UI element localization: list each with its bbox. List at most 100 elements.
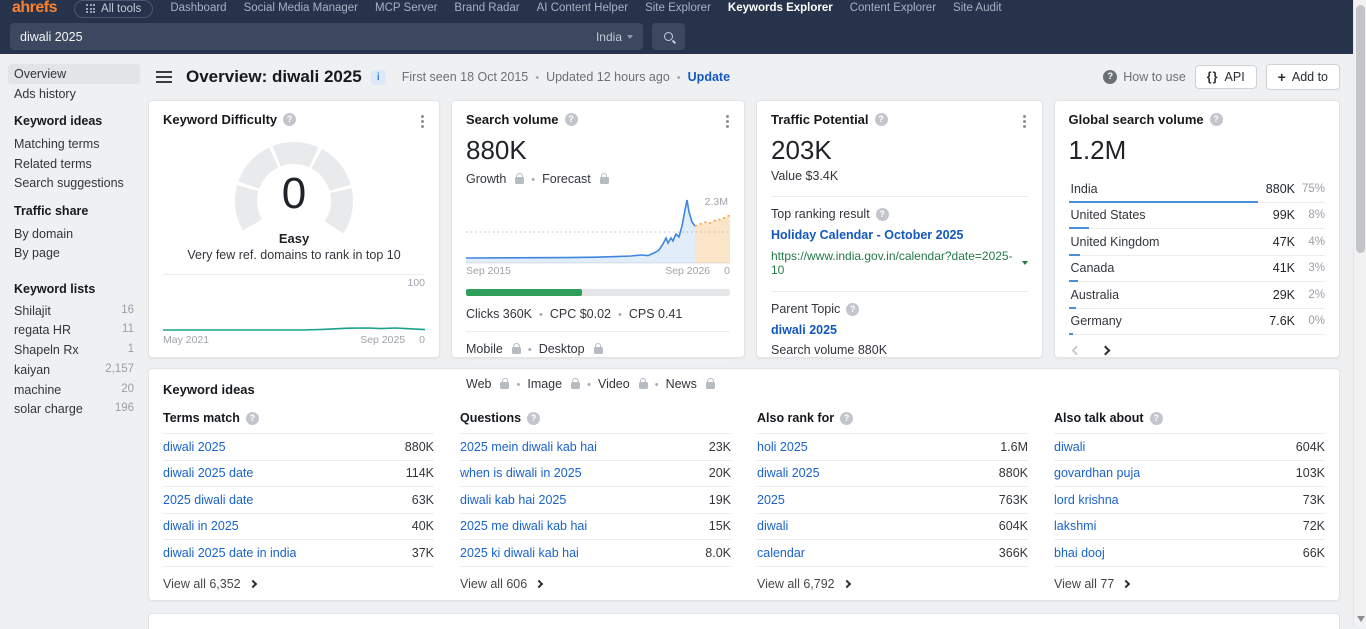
keyword-link[interactable]: diwali in 2025 [163, 519, 239, 534]
sidebar-item-matching-terms[interactable]: Matching terms [14, 137, 100, 151]
help-icon[interactable]: ? [245, 411, 259, 425]
mobile-toggle[interactable]: Mobile [466, 342, 503, 356]
dot-separator [677, 70, 681, 84]
country-row-united-kingdom[interactable]: United Kingdom 47K 4% [1068, 229, 1325, 256]
nav-item-keywords-explorer[interactable]: Keywords Explorer [727, 1, 833, 14]
update-link[interactable]: Update [687, 70, 731, 84]
nav-item-site-explorer[interactable]: Site Explorer [645, 1, 711, 14]
top-ranking-url[interactable]: https://www.india.gov.in/calendar?date=2… [771, 249, 1028, 277]
keyword-link[interactable]: diwali 2025 [163, 439, 226, 454]
web-toggle[interactable]: Web [466, 377, 492, 391]
all-tools-button[interactable]: All tools [74, 0, 154, 18]
help-icon[interactable]: ? [564, 113, 578, 126]
view-all-questions[interactable]: View all 606 [460, 577, 731, 591]
desktop-toggle[interactable]: Desktop [538, 342, 585, 356]
keyword-link[interactable]: diwali 2025 [757, 466, 820, 481]
nav-item-brand-radar[interactable]: Brand Radar [454, 1, 520, 14]
country-name: Canada [1070, 261, 1115, 276]
api-button[interactable]: {} API [1194, 65, 1257, 89]
menu-icon[interactable] [156, 68, 172, 86]
keyword-link[interactable]: diwali 2025 date [163, 466, 254, 481]
lock-icon [593, 342, 603, 354]
keyword-link[interactable]: diwali [757, 519, 789, 534]
keyword-link[interactable]: diwali [1054, 439, 1086, 454]
nav-item-dashboard[interactable]: Dashboard [170, 1, 227, 14]
country-row-india[interactable]: India 880K 75% [1068, 176, 1325, 203]
country-row-germany[interactable]: Germany 7.6K 0% [1068, 309, 1325, 335]
info-icon[interactable]: i [370, 69, 386, 85]
view-all-also-talk-about[interactable]: View all 77 [1054, 577, 1325, 591]
keyword-link[interactable]: diwali kab hai 2025 [460, 492, 567, 507]
previous-page-icon[interactable] [1071, 345, 1081, 356]
sidebar-item-search-suggestions[interactable]: Search suggestions [14, 176, 124, 190]
forecast-toggle[interactable]: Forecast [542, 172, 591, 186]
help-icon[interactable]: ? [1209, 113, 1223, 126]
keyword-volume: 66K [1302, 545, 1325, 560]
keyword-link[interactable]: 2025 ki diwali kab hai [460, 545, 579, 560]
sidebar-item-related-terms[interactable]: Related terms [14, 156, 92, 171]
keyword-row: diwali in 2025 40K [163, 514, 434, 540]
sidebar-item-by-page[interactable]: By page [14, 246, 60, 260]
next-page-icon[interactable] [1100, 345, 1110, 356]
sidebar-item-overview[interactable]: Overview [8, 64, 140, 84]
sidebar-list-machine[interactable]: machine 20 [8, 381, 140, 401]
keyword-link[interactable]: bhai dooj [1054, 545, 1105, 560]
top-ranking-result-link[interactable]: Holiday Calendar - October 2025 [771, 228, 964, 242]
keyword-search-input[interactable]: diwali 2025 India [10, 23, 643, 50]
ahrefs-logo[interactable]: ahrefs [12, 0, 58, 16]
keyword-link[interactable]: govardhan puja [1054, 466, 1141, 481]
how-to-use-link[interactable]: ? How to use [1103, 70, 1186, 84]
scroll-down-arrow-icon[interactable] [1357, 616, 1365, 622]
next-section-card [148, 613, 1340, 629]
country-row-australia[interactable]: Australia 29K 2% [1068, 282, 1325, 309]
view-all-terms-match[interactable]: View all 6,352 [163, 577, 434, 591]
video-toggle[interactable]: Video [597, 377, 630, 391]
kebab-menu-icon[interactable] [722, 113, 732, 130]
sidebar-list-regata-hr[interactable]: regata HR 11 [8, 321, 140, 341]
help-icon[interactable]: ? [874, 113, 888, 126]
keyword-link[interactable]: calendar [757, 545, 805, 560]
country-bar [1068, 227, 1090, 229]
help-icon[interactable]: ? [875, 207, 889, 221]
country-name: United States [1070, 208, 1146, 223]
keyword-link[interactable]: diwali 2025 date in india [163, 545, 297, 560]
keyword-link[interactable]: holi 2025 [757, 439, 808, 454]
news-toggle[interactable]: News [665, 377, 697, 391]
help-icon[interactable]: ? [283, 113, 297, 126]
scrollbar-thumb[interactable] [1356, 5, 1365, 253]
help-icon[interactable]: ? [527, 411, 541, 425]
nav-item-content-explorer[interactable]: Content Explorer [849, 1, 937, 14]
country-row-canada[interactable]: Canada 41K 3% [1068, 256, 1325, 282]
view-all-also-rank-for[interactable]: View all 6,792 [757, 577, 1028, 591]
sidebar-item-ads-history[interactable]: Ads history [14, 86, 76, 101]
nav-item-site-audit[interactable]: Site Audit [953, 1, 1002, 14]
keyword-link[interactable]: 2025 mein diwali kab hai [460, 439, 597, 454]
sidebar-list-shilajit[interactable]: Shilajit 16 [8, 302, 140, 322]
page-scrollbar[interactable] [1353, 0, 1366, 626]
sidebar-list-kaiyan[interactable]: kaiyan 2,157 [8, 361, 140, 381]
keyword-link[interactable]: 2025 me diwali kab hai [460, 519, 588, 534]
sidebar-list-shapeln-rx[interactable]: Shapeln Rx 1 [8, 341, 140, 361]
sidebar-list-solar-charge[interactable]: solar charge 196 [8, 400, 140, 420]
help-icon[interactable]: ? [840, 411, 854, 425]
help-icon[interactable]: ? [1149, 411, 1163, 425]
keyword-link[interactable]: lord krishna [1054, 492, 1119, 507]
sidebar-item-by-domain[interactable]: By domain [14, 226, 74, 241]
nav-item-ai-content-helper[interactable]: AI Content Helper [536, 1, 629, 14]
kebab-menu-icon[interactable] [417, 113, 427, 130]
image-toggle[interactable]: Image [527, 377, 563, 391]
keyword-link[interactable]: 2025 [757, 492, 785, 507]
nav-item-mcp-server[interactable]: MCP Server [375, 1, 438, 14]
parent-topic-link[interactable]: diwali 2025 [771, 323, 838, 337]
country-selector[interactable]: India [596, 30, 633, 44]
search-button[interactable] [652, 23, 685, 50]
add-to-button[interactable]: + Add to [1265, 64, 1340, 90]
kebab-menu-icon[interactable] [1020, 113, 1030, 130]
growth-toggle[interactable]: Growth [466, 172, 507, 186]
country-row-united-states[interactable]: United States 99K 8% [1068, 203, 1325, 229]
help-icon[interactable]: ? [846, 302, 860, 316]
keyword-link[interactable]: lakshmi [1054, 519, 1097, 534]
keyword-link[interactable]: 2025 diwali date [163, 492, 254, 507]
keyword-link[interactable]: when is diwali in 2025 [460, 466, 582, 481]
nav-item-social-media-manager[interactable]: Social Media Manager [243, 1, 358, 14]
